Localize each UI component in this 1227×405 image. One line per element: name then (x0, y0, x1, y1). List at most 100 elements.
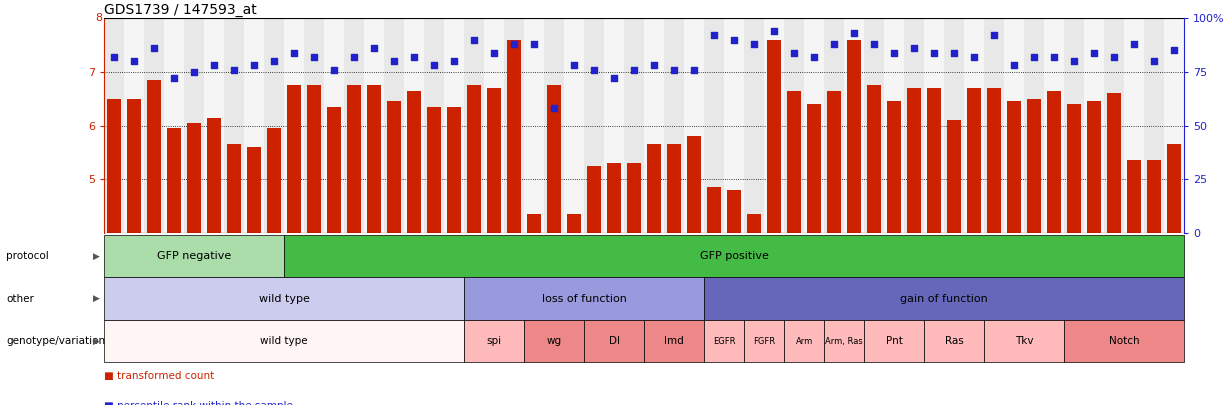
Point (564, 62, 584, 69)
Bar (1144, 18, 1164, 233)
Bar (204, 18, 225, 233)
Point (205, 62, 225, 69)
Point (1104, 53, 1124, 60)
Bar (704, 18, 724, 233)
Point (444, 58, 464, 64)
Bar (825, 18, 844, 233)
Point (825, 41, 844, 47)
Text: wild type: wild type (259, 294, 309, 304)
Text: genotype/variation: genotype/variation (6, 336, 106, 346)
Point (145, 45, 164, 51)
Text: GDS1739 / 147593_at: GDS1739 / 147593_at (104, 3, 256, 17)
Bar (347, 85, 361, 233)
Bar (528, 214, 541, 233)
Bar (227, 144, 242, 233)
Bar (1007, 101, 1021, 233)
Bar (447, 107, 461, 233)
Point (244, 62, 264, 69)
Bar (967, 88, 982, 233)
Bar (964, 18, 984, 233)
Bar (124, 18, 145, 233)
Point (1145, 58, 1164, 64)
Bar (407, 91, 421, 233)
Bar (504, 18, 524, 233)
Bar (588, 166, 601, 233)
Bar (364, 18, 384, 233)
Text: wild type: wild type (260, 336, 308, 346)
Text: Notch: Notch (1109, 336, 1140, 346)
Point (984, 32, 1004, 38)
Bar (744, 18, 764, 233)
Text: 8: 8 (96, 13, 102, 23)
Point (945, 49, 964, 56)
Bar (724, 18, 744, 233)
Point (724, 36, 744, 43)
Text: GFP positive: GFP positive (699, 251, 768, 261)
Bar (487, 88, 501, 233)
Bar (1047, 91, 1061, 233)
Bar (867, 85, 881, 233)
Point (285, 49, 304, 56)
Bar (944, 18, 964, 233)
Bar (164, 18, 184, 233)
Bar (464, 18, 485, 233)
Bar (885, 18, 904, 233)
Bar (345, 18, 364, 233)
Bar (388, 101, 401, 233)
Bar (287, 85, 302, 233)
Bar (507, 40, 521, 233)
Bar (904, 18, 924, 233)
Bar (707, 187, 721, 233)
Point (184, 68, 204, 75)
Bar (104, 18, 124, 233)
Bar (404, 18, 425, 233)
Point (524, 41, 544, 47)
Bar (244, 18, 264, 233)
Bar (647, 144, 661, 233)
Point (485, 49, 504, 56)
Point (345, 53, 364, 60)
Point (1164, 47, 1184, 53)
Point (304, 53, 324, 60)
Bar (304, 18, 324, 233)
Point (1004, 62, 1023, 69)
Bar (285, 18, 304, 233)
Text: other: other (6, 294, 34, 304)
Point (545, 105, 564, 112)
Bar (847, 40, 861, 233)
Bar (485, 18, 504, 233)
Bar (924, 18, 944, 233)
Bar (324, 18, 345, 233)
Text: Arm: Arm (795, 337, 812, 346)
Text: Tkv: Tkv (1015, 336, 1033, 346)
Point (704, 32, 724, 38)
Point (864, 41, 883, 47)
Bar (604, 18, 625, 233)
Bar (1124, 18, 1144, 233)
Bar (1164, 18, 1184, 233)
Bar (764, 18, 784, 233)
Bar (307, 85, 321, 233)
Point (265, 58, 285, 64)
Bar (928, 88, 941, 233)
Bar (644, 18, 664, 233)
Bar (887, 101, 901, 233)
Point (1064, 58, 1083, 64)
Bar (625, 18, 644, 233)
Text: Pnt: Pnt (886, 336, 903, 346)
Text: ▶: ▶ (92, 337, 99, 346)
Bar (947, 120, 961, 233)
Bar (547, 85, 561, 233)
Point (124, 58, 144, 64)
Bar (984, 18, 1004, 233)
Bar (567, 214, 582, 233)
Bar (1044, 18, 1064, 233)
Point (784, 49, 804, 56)
Point (664, 66, 683, 73)
Bar (384, 18, 404, 233)
Bar (367, 85, 382, 233)
Bar (184, 18, 204, 233)
Bar (1104, 18, 1124, 233)
Bar (788, 91, 801, 233)
Bar (444, 18, 464, 233)
